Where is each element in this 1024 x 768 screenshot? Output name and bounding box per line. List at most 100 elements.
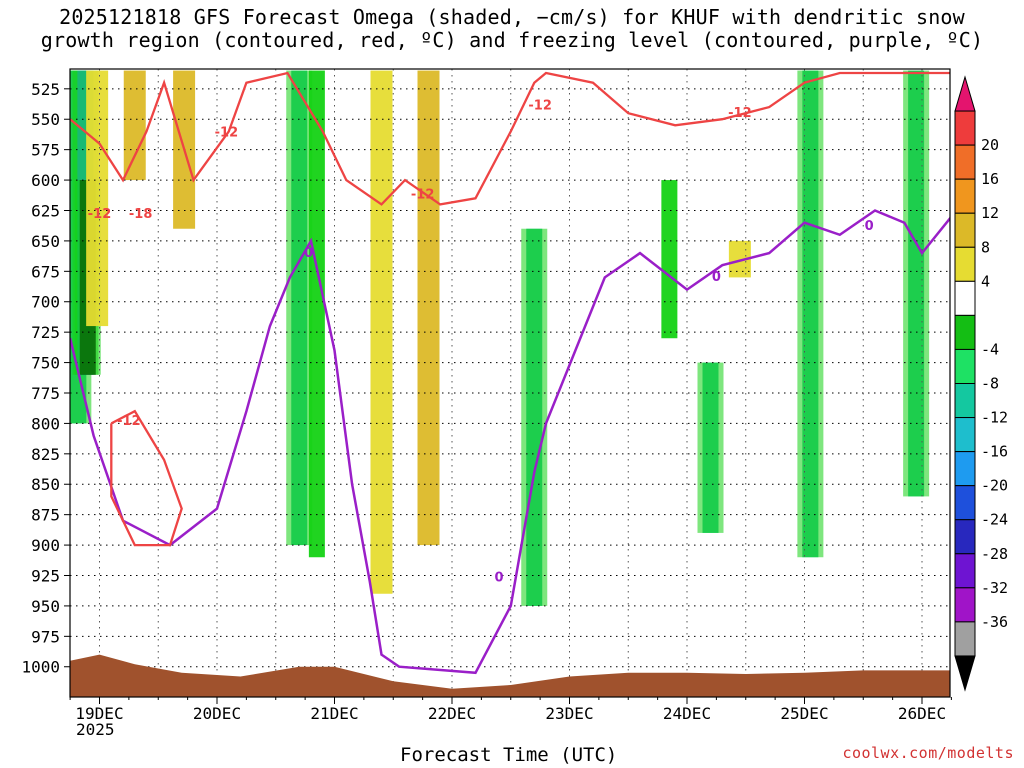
- y-tick-label: 625: [31, 201, 60, 220]
- colorbar-cell: [954, 212, 976, 248]
- contour-label: 0: [304, 246, 313, 261]
- freezing-level-contour: [70, 209, 950, 675]
- colorbar-cell: [954, 553, 976, 589]
- contour-label: 0: [865, 219, 874, 234]
- contour-label: -12: [88, 207, 112, 222]
- omega-cell: [697, 362, 724, 533]
- omega-cell: [661, 180, 678, 339]
- colorbar-tick-label: 20: [981, 136, 999, 154]
- colorbar-cell: [954, 348, 976, 385]
- contour-label: 0: [494, 571, 503, 586]
- colorbar-tick-label: 12: [981, 204, 999, 222]
- colorbar-tick-label: -8: [981, 375, 999, 393]
- omega-cell: [417, 70, 440, 546]
- colorbar-tick-label: 8: [981, 238, 990, 256]
- colorbar-cell: [954, 451, 976, 487]
- colorbar-tick-label: 4: [981, 272, 990, 290]
- contours: -12 -12 -12 -12 -12 -18 -12 0 0 0 0: [70, 71, 950, 675]
- contour-label: -12: [117, 414, 141, 429]
- x-tick-label: 21DEC: [310, 704, 358, 723]
- y-tick-label: 725: [31, 323, 60, 342]
- y-tick-label: 1000: [21, 658, 60, 677]
- colorbar-cell: [954, 144, 976, 180]
- contour-label: -12: [411, 187, 435, 202]
- chart-title-line1: 2025121818 GFS Forecast Omega (shaded, −…: [59, 5, 965, 29]
- terrain-ground: [70, 654, 950, 697]
- x-axis: 19DEC 20DEC 21DEC 22DEC 23DEC 24DEC 25DEC 26DEC: [69, 697, 952, 723]
- omega-shading: [70, 70, 930, 606]
- y-tick-label: 950: [31, 597, 60, 616]
- y-tick-label: 875: [31, 506, 60, 525]
- plot-frame: [69, 68, 951, 698]
- x-tick-label: 26DEC: [898, 704, 946, 723]
- colorbar-tick-label: -32: [981, 579, 1008, 597]
- colorbar-tick-label: -4: [981, 340, 999, 358]
- y-tick-label: 850: [31, 475, 60, 494]
- x-tick-label: 24DEC: [663, 704, 711, 723]
- colorbar-cell: [954, 383, 976, 419]
- y-tick-label: 600: [31, 171, 60, 190]
- colorbar-tick-label: -24: [981, 511, 1008, 529]
- y-tick-label: 900: [31, 536, 60, 555]
- omega-cell: [308, 70, 325, 558]
- x-tick-label: 25DEC: [780, 704, 828, 723]
- y-tick-label: 750: [31, 354, 60, 373]
- x-axis-title: Forecast Time (UTC): [400, 744, 618, 766]
- colorbar-cell: [954, 655, 976, 692]
- omega-cell: [86, 70, 109, 327]
- colorbar-cell: [954, 519, 976, 555]
- dgz-contour-lower: [110, 409, 183, 547]
- y-axis: 525 550 575 600 625 650 675 700 725 750 775 800 825 8…: [21, 80, 70, 677]
- y-tick-label: 550: [31, 110, 60, 129]
- colorbar-tick-label: -28: [981, 545, 1008, 563]
- dgz-contour-upper: [70, 71, 950, 206]
- x-tick-label: 22DEC: [428, 704, 476, 723]
- ground-fill: [70, 654, 950, 697]
- y-tick-label: 575: [31, 141, 60, 160]
- omega-cell: [797, 70, 824, 558]
- colorbar-tick-label: -12: [981, 409, 1008, 427]
- y-tick-label: 675: [31, 262, 60, 281]
- contour-label: -18: [129, 207, 153, 222]
- colorbar: 20 16 12 8 4 -4 -8 -12 -16 -20 -24 -28 -32 -36: [954, 75, 1008, 692]
- y-tick-label: 525: [31, 80, 60, 99]
- colorbar-cell: [954, 280, 976, 316]
- chart-title: 2025121818 GFS Forecast Omega (shaded, −…: [0, 6, 1024, 52]
- chart-title-line2: growth region (contoured, red, ºC) and f…: [40, 28, 984, 52]
- colorbar-tick-label: -16: [981, 443, 1008, 461]
- contour-label: -12: [528, 99, 552, 114]
- y-tick-label: 775: [31, 384, 60, 403]
- omega-cell: [286, 70, 313, 546]
- colorbar-cell: [954, 621, 976, 657]
- omega-cell: [521, 228, 548, 606]
- colorbar-tick-label: -36: [981, 613, 1008, 631]
- contour-label: -12: [728, 106, 752, 121]
- x-year-label: 2025: [76, 720, 115, 739]
- colorbar-cell: [954, 75, 976, 112]
- colorbar-tick-label: 16: [981, 170, 999, 188]
- colorbar-cell: [954, 417, 976, 453]
- colorbar-cell: [954, 485, 976, 521]
- colorbar-tick-label: -20: [981, 477, 1008, 495]
- colorbar-cell: [954, 314, 976, 350]
- y-tick-label: 700: [31, 293, 60, 312]
- y-tick-label: 975: [31, 627, 60, 646]
- colorbar-cell: [954, 178, 976, 214]
- contour-label: 0: [712, 270, 721, 285]
- y-tick-label: 825: [31, 445, 60, 464]
- omega-cell: [123, 70, 146, 181]
- omega-cell: [903, 70, 930, 497]
- colorbar-cell: [954, 110, 976, 146]
- x-tick-label: 23DEC: [545, 704, 593, 723]
- grid: [70, 69, 950, 697]
- y-tick-label: 650: [31, 232, 60, 251]
- x-tick-label: 19DEC: [75, 704, 123, 723]
- colorbar-cell: [954, 246, 976, 282]
- contour-label: -12: [215, 125, 239, 140]
- colorbar-cell: [954, 587, 976, 623]
- credit-link[interactable]: coolwx.com/modelts: [842, 744, 1014, 762]
- y-tick-label: 925: [31, 566, 60, 585]
- y-tick-label: 800: [31, 414, 60, 433]
- x-tick-label: 20DEC: [193, 704, 241, 723]
